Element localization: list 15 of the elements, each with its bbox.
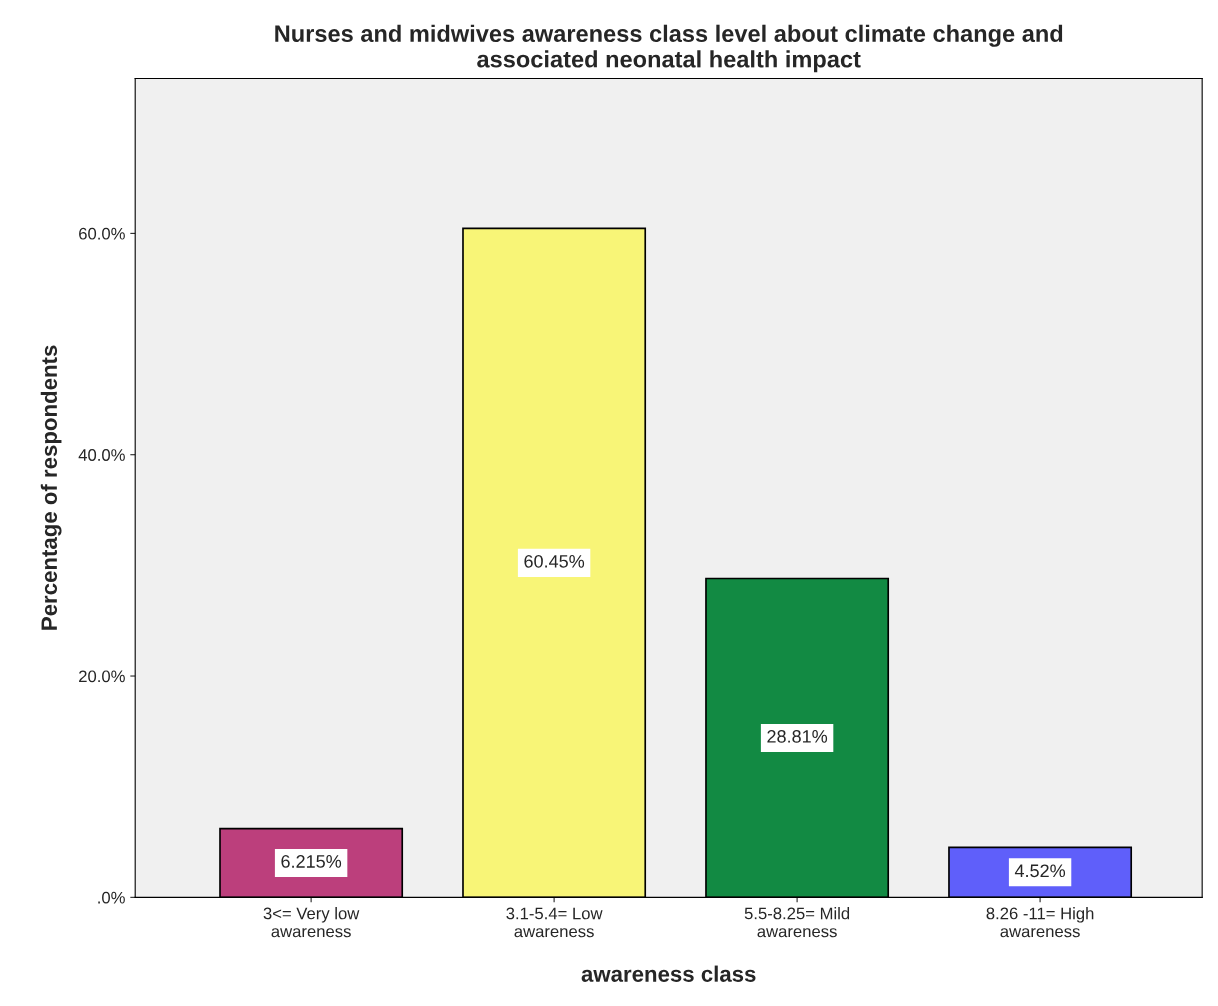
y-tick-label: 60.0% bbox=[79, 227, 125, 240]
x-tick-label: 5.5-8.25= Mild awareness bbox=[744, 907, 850, 938]
x-tick-label: 8.26 -11= High awareness bbox=[986, 907, 1094, 938]
data-label: 4.52% bbox=[1014, 864, 1066, 878]
x-tick-label: 3.1-5.4= Low awareness bbox=[506, 907, 603, 938]
data-label: 60.45% bbox=[524, 554, 585, 568]
chart-title: Nurses and midwives awareness class level about climate change and associated neonatal health impact bbox=[275, 24, 1063, 73]
y-tick-label: .0% bbox=[98, 891, 125, 904]
x-axis-title: awareness class bbox=[581, 965, 756, 982]
data-label: 6.215% bbox=[281, 855, 342, 868]
data-label: 28.81% bbox=[767, 730, 828, 743]
y-tick-label: 20.0% bbox=[79, 670, 125, 683]
y-axis-title: Percentage of respondents bbox=[40, 345, 62, 630]
y-tick-label: 40.0% bbox=[78, 449, 125, 461]
x-tick-label: 3<= Very low awareness bbox=[263, 907, 360, 938]
